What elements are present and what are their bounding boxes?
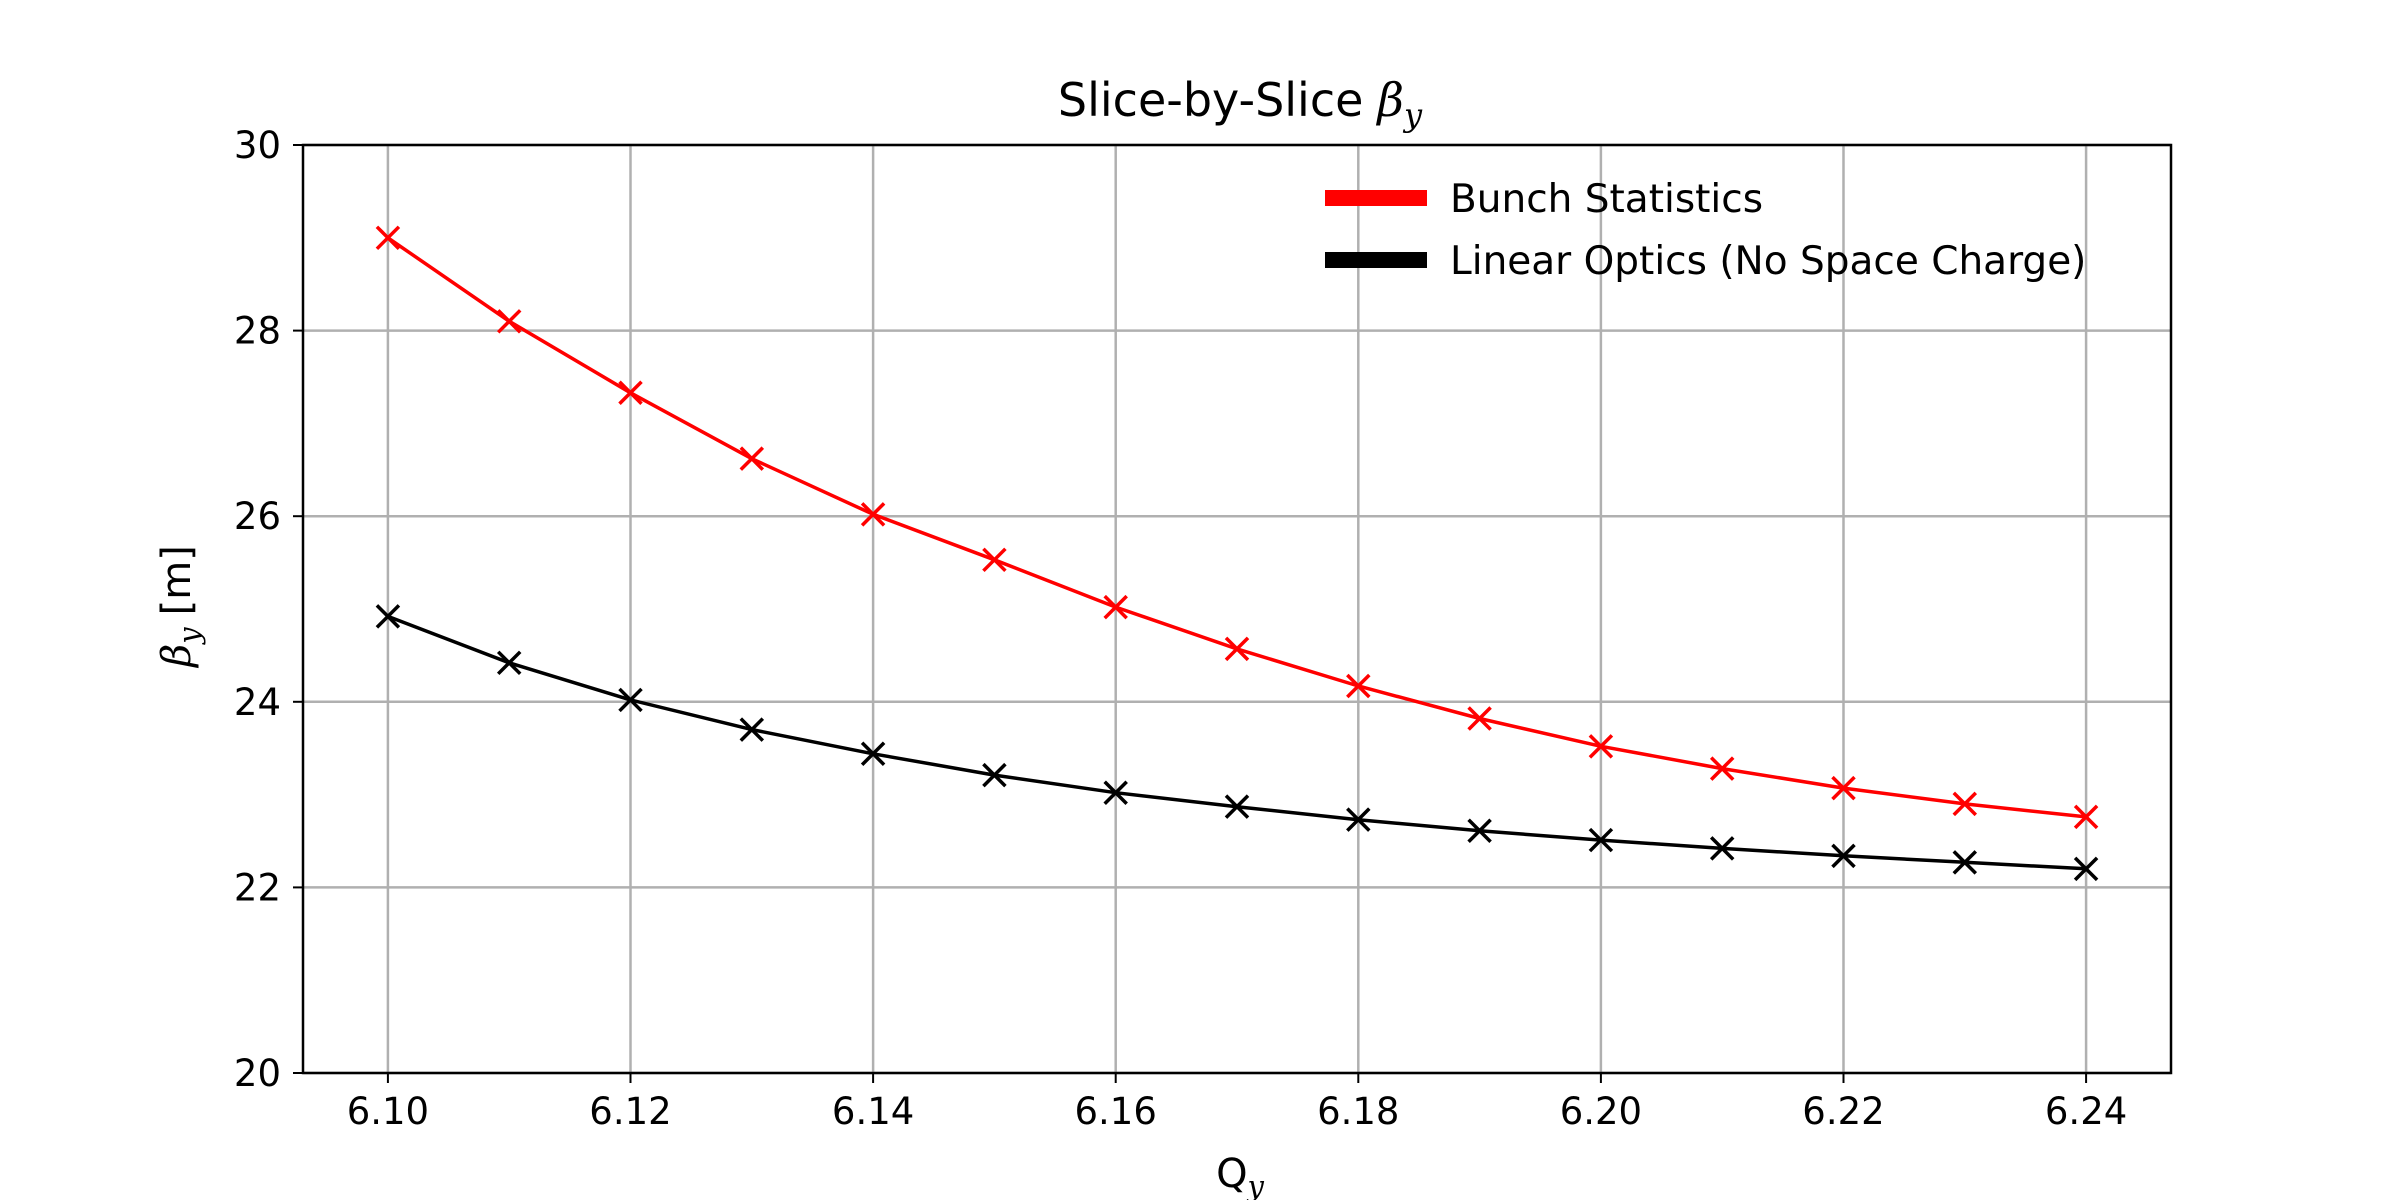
data-point bbox=[1467, 706, 1492, 731]
series-line bbox=[386, 236, 2087, 819]
data-point bbox=[982, 547, 1007, 573]
data-point bbox=[1952, 850, 1978, 875]
x-axis-label: Qy bbox=[1216, 1151, 1264, 1200]
data-point bbox=[1952, 791, 1978, 817]
y-tick-label: 22 bbox=[234, 866, 281, 909]
x-tick-label: 6.12 bbox=[589, 1090, 671, 1133]
y-tick-label: 26 bbox=[234, 495, 281, 538]
data-point bbox=[1346, 673, 1371, 699]
grid-lines bbox=[303, 143, 2171, 1075]
data-point bbox=[860, 502, 886, 527]
plot-frame bbox=[301, 143, 2173, 1075]
series-line bbox=[387, 614, 2087, 871]
x-tick-label: 6.16 bbox=[1075, 1090, 1157, 1133]
x-tick-label: 6.20 bbox=[1560, 1090, 1642, 1133]
chart-title: Slice-by-Slice βy bbox=[1058, 73, 1423, 134]
legend-label-linear-optics: Linear Optics (No Space Charge) bbox=[1450, 239, 2086, 284]
legend-label-bunch-statistics: Bunch Statistics bbox=[1450, 177, 1763, 222]
data-point bbox=[739, 717, 765, 742]
y-axis-label-math: β bbox=[154, 644, 200, 669]
x-tick-label: 6.14 bbox=[832, 1090, 914, 1133]
legend: Bunch Statistics Linear Optics (No Space… bbox=[1325, 177, 2086, 284]
data-point bbox=[618, 380, 643, 406]
data-point bbox=[1467, 818, 1492, 844]
data-point bbox=[1831, 843, 1856, 869]
data-point bbox=[1346, 807, 1371, 832]
data-point bbox=[1224, 794, 1250, 819]
y-tick-label: 20 bbox=[234, 1052, 281, 1095]
x-axis-label-text: Q bbox=[1216, 1151, 1247, 1197]
series-linear-optics bbox=[375, 604, 2099, 882]
y-tick-label: 24 bbox=[234, 681, 281, 724]
chart-title-subscript: y bbox=[1402, 96, 1423, 134]
data-point bbox=[1103, 594, 1128, 620]
data-point bbox=[739, 446, 765, 471]
data-point bbox=[1103, 780, 1128, 805]
chart-title-math: β bbox=[1375, 73, 1404, 127]
x-tick-label: 6.24 bbox=[2045, 1090, 2127, 1133]
x-axis-label-subscript: y bbox=[1246, 1169, 1265, 1200]
data-point bbox=[982, 762, 1007, 788]
data-point bbox=[1588, 827, 1614, 853]
axis-ticks: 6.10 6.12 6.14 6.16 6.18 6.20 6.22 6.24 20 22 24 26… bbox=[234, 124, 2127, 1133]
y-tick-label: 30 bbox=[234, 124, 281, 167]
data-point bbox=[1224, 636, 1250, 662]
x-tick-label: 6.10 bbox=[347, 1090, 429, 1133]
x-tick-label: 6.22 bbox=[1802, 1090, 1884, 1133]
chart-title-text: Slice-by-Slice bbox=[1058, 73, 1364, 127]
data-point bbox=[2073, 804, 2099, 830]
x-tick-label: 6.18 bbox=[1317, 1090, 1399, 1133]
data-point bbox=[1709, 756, 1735, 781]
data-point bbox=[496, 650, 522, 676]
y-tick-label: 28 bbox=[234, 310, 281, 353]
series-bunch-statistics bbox=[375, 225, 2099, 830]
data-point bbox=[375, 225, 401, 251]
data-point bbox=[375, 604, 401, 629]
y-axis-label-unit: [m] bbox=[154, 545, 200, 615]
data-point bbox=[1588, 734, 1614, 759]
data-point bbox=[1831, 775, 1856, 801]
data-point bbox=[2073, 856, 2099, 882]
data-point bbox=[1709, 836, 1735, 861]
y-axis-label-subscript: y bbox=[172, 627, 206, 646]
y-axis-label: βy [m] bbox=[154, 545, 206, 669]
data-point bbox=[496, 309, 522, 334]
data-point bbox=[618, 687, 643, 713]
data-point bbox=[860, 741, 886, 767]
plot-series bbox=[375, 225, 2099, 882]
